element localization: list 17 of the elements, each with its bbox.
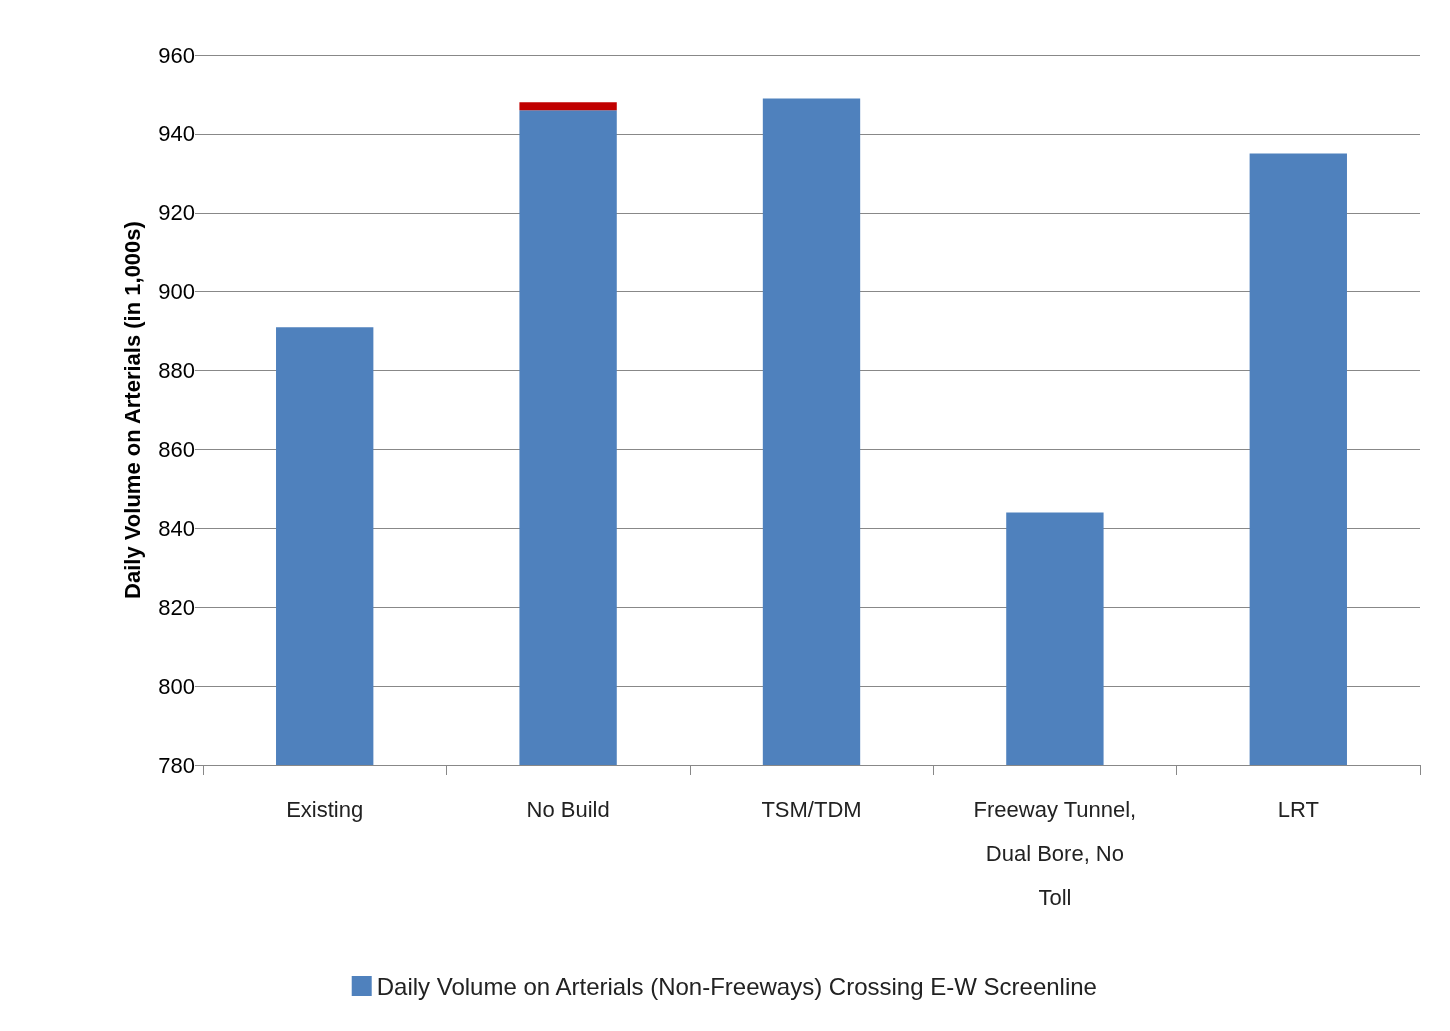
x-tick-label: Freeway Tunnel, Dual Bore, No Toll <box>973 796 1137 910</box>
y-tick-label: 800 <box>158 673 195 699</box>
y-tick-label: 820 <box>158 594 195 620</box>
y-tick-label: 900 <box>158 279 195 305</box>
y-tick-label: 840 <box>158 515 195 541</box>
x-tick-label: No Build <box>526 796 610 822</box>
y-tick-label: 940 <box>158 121 195 147</box>
y-tick-label: 780 <box>158 752 195 778</box>
y-tick-label: 960 <box>158 42 195 68</box>
y-tick-label: 860 <box>158 436 195 462</box>
y-axis-title: Daily Volume on Arterials (in 1,000s) <box>119 221 145 599</box>
legend-label: Daily Volume on Arterials (Non-Freeways) Crossing E-W Screenline <box>376 972 1097 1000</box>
x-tick-label: Existing <box>286 796 364 822</box>
x-tick-label: LRT <box>1277 796 1319 822</box>
y-tick-label: 920 <box>158 200 195 226</box>
y-tick-label: 880 <box>158 358 195 384</box>
x-tick-label: TSM/TDM <box>761 796 862 822</box>
